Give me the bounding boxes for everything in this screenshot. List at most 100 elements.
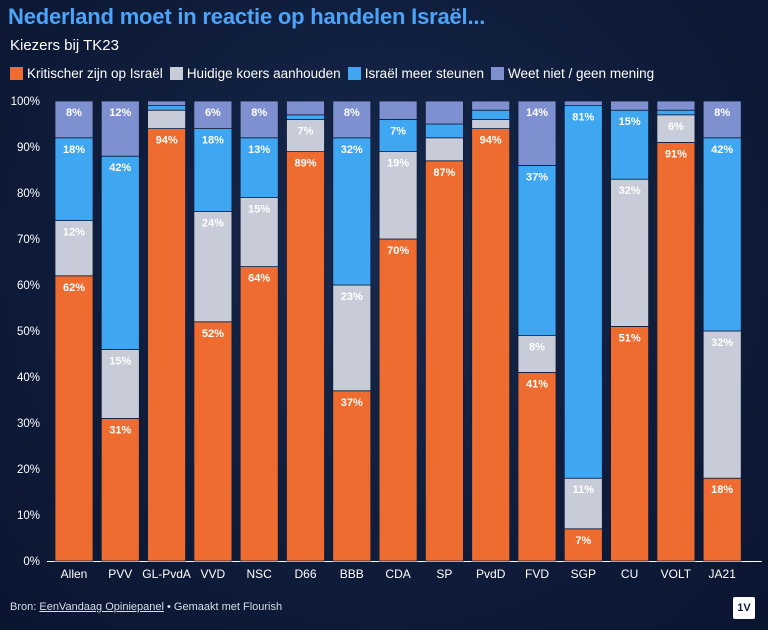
bar-segment — [656, 109, 696, 116]
legend-label: Israël meer steunen — [364, 66, 484, 81]
x-tick-label: PVV — [108, 567, 132, 581]
legend-swatch — [169, 67, 183, 80]
bar-segment — [286, 118, 325, 153]
bar-segment — [193, 321, 233, 562]
y-tick-label: 60% — [17, 280, 40, 292]
y-tick-label: 40% — [17, 372, 40, 384]
bar-segment — [332, 100, 372, 139]
data-label: 13% — [248, 144, 270, 156]
stacked-bar-chart: 0% 10% 20% 30% 40% 50% 60% 70% 80% 90% 100% 62% 12% 1… — [11, 96, 762, 581]
data-label: 70% — [387, 245, 409, 257]
data-label: 8% — [714, 107, 730, 119]
legend-item-1[interactable]: Huidige koers aanhouden — [169, 66, 341, 81]
x-tick-label: SGP — [571, 567, 596, 581]
data-label: 87% — [433, 167, 455, 179]
bar-segment — [517, 335, 557, 373]
source-link[interactable]: EenVandaag Opiniepanel — [39, 601, 164, 613]
bar-segment — [517, 371, 557, 562]
bar-segment — [378, 118, 418, 153]
legend-label: Weet niet / geen mening — [508, 66, 655, 81]
bar-segment — [702, 100, 742, 139]
bar-segment — [286, 151, 325, 562]
bar-segment — [702, 330, 742, 479]
data-label: 12% — [109, 107, 131, 119]
data-label: 8% — [529, 342, 545, 354]
bar-segment — [656, 114, 696, 143]
chart-subtitle: Kiezers bij TK23 — [10, 37, 119, 54]
x-tick-label: SP — [436, 567, 452, 581]
bar-segment — [563, 528, 603, 562]
bar-segment — [332, 390, 372, 562]
data-label: 15% — [619, 116, 641, 128]
data-label: 8% — [66, 107, 82, 119]
bar-segment — [424, 123, 464, 139]
bar-segment — [54, 275, 94, 562]
bar-segment — [147, 100, 187, 106]
bar-segment — [378, 238, 418, 562]
data-label: 19% — [387, 158, 409, 170]
legend-item-2[interactable]: Israël meer steunen — [347, 66, 484, 81]
x-tick-label: CDA — [385, 567, 410, 581]
x-tick-label: GL-PvdA — [142, 567, 191, 581]
bar-segment — [54, 220, 94, 277]
legend: Kritischer zijn op Israël Huidige koers a… — [10, 66, 661, 81]
x-tick-label: NSC — [247, 567, 273, 581]
legend-item-3[interactable]: Weet niet / geen mening — [491, 66, 654, 81]
y-tick-label: 70% — [17, 234, 40, 246]
bar-segment — [471, 118, 511, 129]
y-tick-label: 10% — [17, 510, 40, 522]
y-tick-label: 100% — [11, 96, 40, 108]
legend-swatch — [347, 67, 361, 80]
data-label: 14% — [526, 107, 548, 119]
bar-segment — [100, 417, 140, 562]
bar-segment — [563, 105, 603, 479]
x-tick-label: Allen — [61, 567, 88, 581]
data-label: 62% — [63, 282, 85, 294]
x-tick-label: PvdD — [476, 567, 506, 581]
y-tick-label: 20% — [17, 464, 40, 476]
bar-segment — [239, 100, 279, 139]
footer: Bron: EenVandaag Opiniepanel • Gemaakt m… — [10, 601, 282, 613]
bar-segment — [424, 100, 464, 125]
bar-segment — [378, 151, 418, 240]
bar-segment — [610, 109, 649, 180]
bar-segment — [656, 100, 696, 111]
bar-segment — [610, 100, 649, 111]
data-label: 11% — [573, 484, 595, 496]
data-label: 81% — [572, 112, 594, 124]
bar-segment — [378, 100, 418, 120]
data-label: 15% — [109, 355, 131, 367]
legend-item-0[interactable]: Kritischer zijn op Israël — [10, 66, 163, 81]
bar-segment — [517, 100, 557, 166]
data-label: 18% — [63, 144, 85, 156]
bar-segment — [332, 284, 372, 392]
x-tick-label: VVD — [201, 567, 226, 581]
made-with-text: • Gemaakt met Flourish — [163, 601, 283, 613]
data-label: 64% — [248, 273, 270, 285]
x-tick-label: D66 — [294, 567, 316, 581]
bar-segment — [563, 100, 603, 106]
data-label: 15% — [248, 204, 270, 216]
bar-segment — [702, 477, 742, 562]
bar-segment — [563, 477, 603, 530]
bar-segment — [424, 160, 464, 562]
bar-segment — [332, 137, 372, 286]
bar-segment — [471, 100, 511, 111]
bar-segment — [239, 137, 279, 198]
bar-segment — [193, 100, 233, 130]
x-tick-label: BBB — [340, 567, 364, 581]
bar-segment — [147, 109, 187, 130]
bar-segment — [54, 137, 94, 222]
data-label: 8% — [251, 107, 267, 119]
data-label: 6% — [205, 107, 221, 119]
bar-segment — [147, 105, 187, 111]
bar-segment — [100, 100, 140, 157]
data-label: 89% — [294, 158, 316, 170]
data-label: 12% — [63, 227, 85, 239]
data-label: 42% — [109, 162, 131, 174]
data-label: 91% — [665, 148, 687, 160]
brand-logo: 1V — [733, 597, 755, 619]
x-tick-label: FVD — [525, 567, 549, 581]
bar-segment — [54, 100, 94, 139]
data-label: 18% — [202, 135, 224, 147]
